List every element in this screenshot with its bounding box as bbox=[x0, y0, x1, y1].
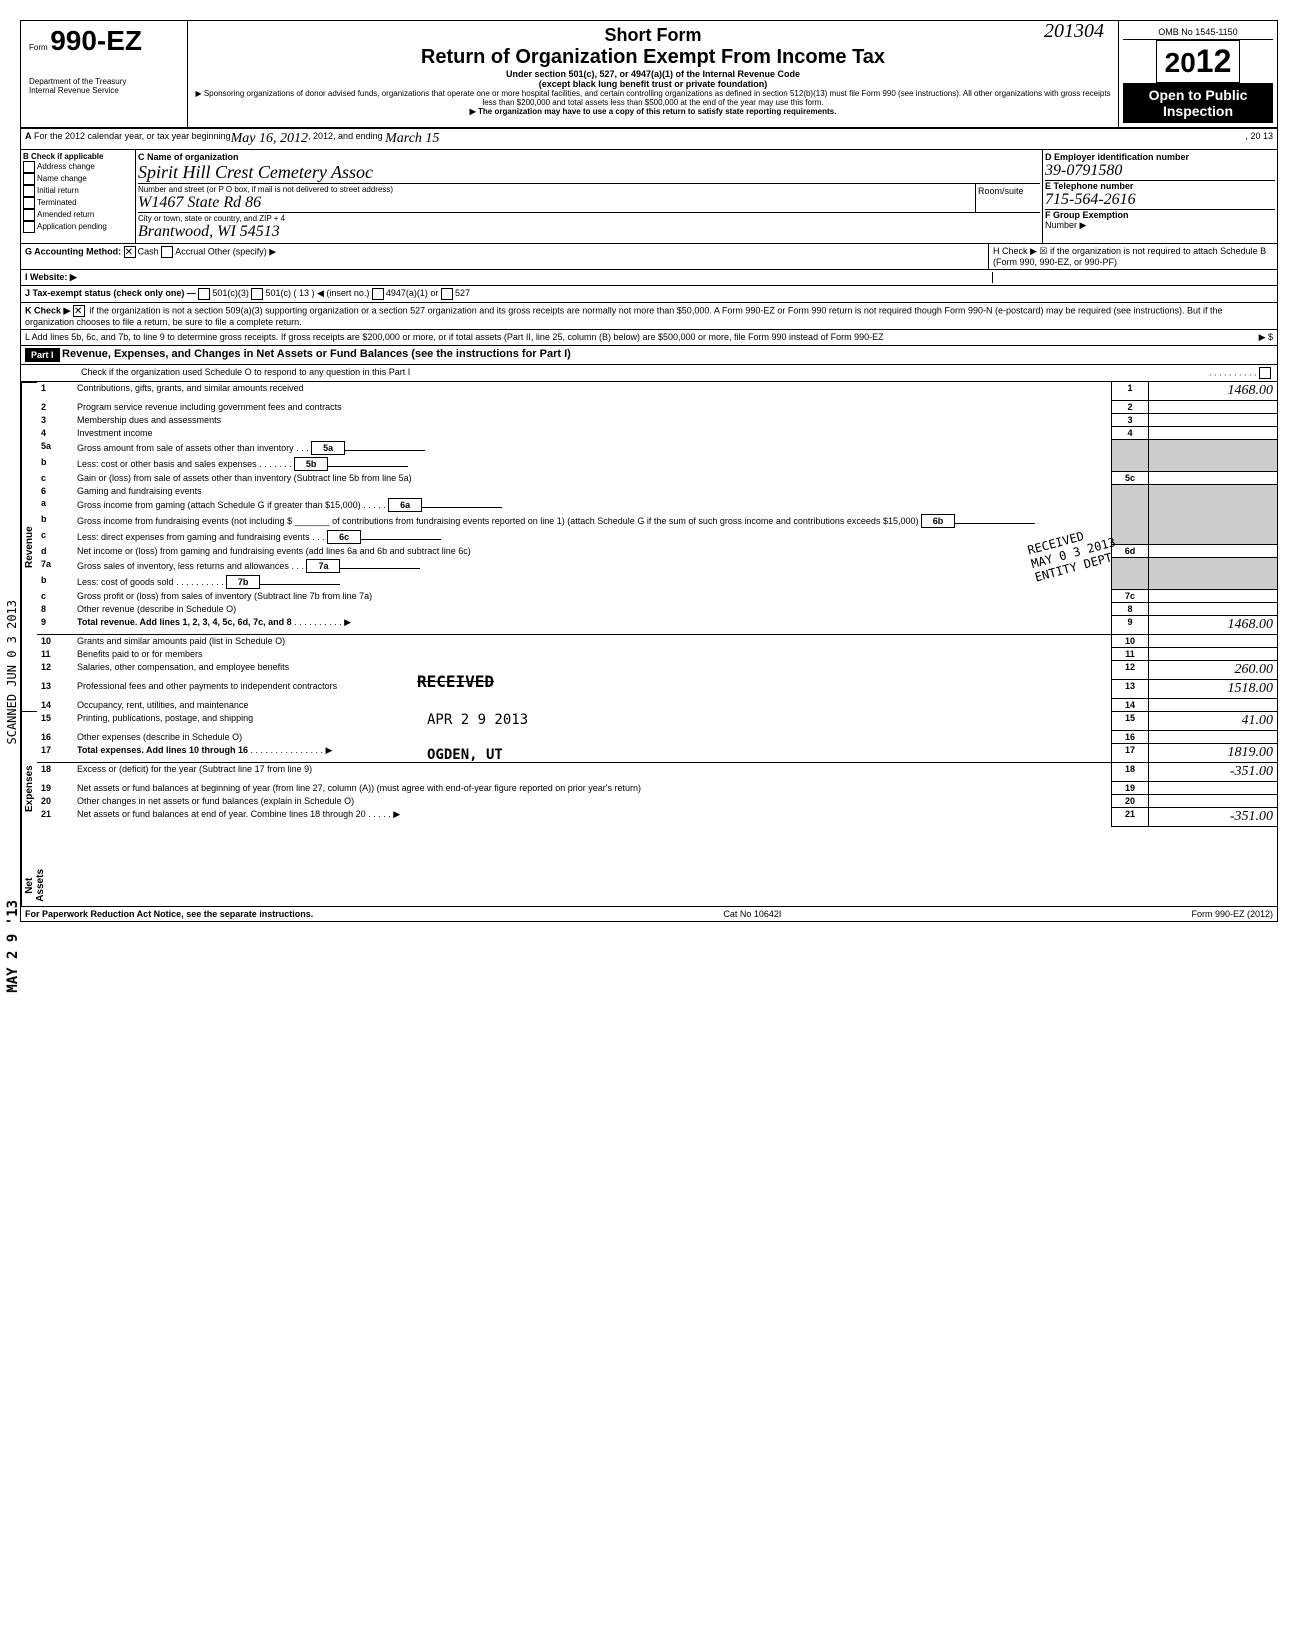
amt-17[interactable]: 1819.00 bbox=[1149, 744, 1278, 763]
cb-527[interactable] bbox=[441, 288, 453, 300]
copy-text: ▶ The organization may have to use a cop… bbox=[192, 107, 1114, 116]
cb-501c[interactable] bbox=[251, 288, 263, 300]
part1-title: Revenue, Expenses, and Changes in Net As… bbox=[62, 348, 571, 362]
expenses-vlabel: Expenses bbox=[21, 711, 37, 865]
cb-4947[interactable] bbox=[372, 288, 384, 300]
omb-box: OMB No 1545-1150 2012 Open to Public Ins… bbox=[1119, 21, 1277, 127]
section-b: B Check if applicable Address change Nam… bbox=[21, 150, 136, 243]
cb-amended[interactable] bbox=[23, 209, 35, 221]
org-city[interactable]: Brantwood, WI 54513 bbox=[138, 223, 280, 240]
amt-18[interactable]: -351.00 bbox=[1149, 763, 1278, 782]
line-i: I Website: ▶ bbox=[21, 270, 1277, 286]
cb-terminated[interactable] bbox=[23, 197, 35, 209]
open-to-public: Open to Public Inspection bbox=[1123, 83, 1273, 123]
form-number-box: Form 990-EZ Department of the Treasury I… bbox=[21, 21, 188, 127]
line-a: A For the 2012 calendar year, or tax yea… bbox=[21, 129, 1277, 150]
cat-no: Cat No 10642I bbox=[723, 909, 781, 919]
amt-8[interactable] bbox=[1149, 603, 1278, 616]
cb-k[interactable] bbox=[73, 305, 85, 317]
amt-15[interactable]: 41.00 bbox=[1149, 712, 1278, 731]
room-suite: Room/suite bbox=[975, 184, 1040, 212]
stamp-ogden: OGDEN, UT bbox=[427, 747, 503, 763]
amt-5b[interactable] bbox=[328, 466, 408, 467]
footer: For Paperwork Reduction Act Notice, see … bbox=[21, 906, 1277, 921]
lines-table: 1Contributions, gifts, grants, and simil… bbox=[37, 382, 1277, 827]
amt-3[interactable] bbox=[1149, 414, 1278, 427]
end-date[interactable]: March 15 bbox=[385, 131, 439, 147]
irs-label: Internal Revenue Service bbox=[29, 86, 179, 95]
cb-initial-return[interactable] bbox=[23, 185, 35, 197]
amt-20[interactable] bbox=[1149, 795, 1278, 808]
amt-7b[interactable] bbox=[260, 584, 340, 585]
cb-cash[interactable] bbox=[124, 246, 136, 258]
amt-6a[interactable] bbox=[422, 507, 502, 508]
amt-10[interactable] bbox=[1149, 635, 1278, 648]
cb-accrual[interactable] bbox=[161, 246, 173, 258]
cb-scho[interactable] bbox=[1259, 367, 1271, 379]
amt-6b[interactable] bbox=[955, 523, 1035, 524]
ein[interactable]: 39-0791580 bbox=[1045, 162, 1122, 179]
amt-5a[interactable] bbox=[345, 450, 425, 451]
lines-section: Revenue Expenses Net Assets 1Contributio… bbox=[21, 382, 1277, 906]
part1-check: Check if the organization used Schedule … bbox=[21, 365, 1277, 382]
form-ref: Form 990-EZ (2012) bbox=[1191, 909, 1273, 919]
stamp-received: RECEIVED bbox=[417, 672, 494, 691]
amt-12[interactable]: 260.00 bbox=[1149, 661, 1278, 680]
amt-1[interactable]: 1468.00 bbox=[1149, 382, 1278, 401]
stamp-may29: MAY 2 9 '13 bbox=[5, 900, 21, 993]
amt-2[interactable] bbox=[1149, 401, 1278, 414]
org-name[interactable]: Spirit Hill Crest Cemetery Assoc bbox=[138, 162, 373, 182]
amt-16[interactable] bbox=[1149, 731, 1278, 744]
subtitle1: Under section 501(c), 527, or 4947(a)(1)… bbox=[192, 69, 1114, 79]
year-handwritten: 201304 bbox=[1044, 20, 1104, 43]
part1-header: Part I Revenue, Expenses, and Changes in… bbox=[21, 346, 1277, 365]
section-d: D Employer identification number 39-0791… bbox=[1043, 150, 1277, 243]
tax-year: 2012 bbox=[1156, 40, 1241, 83]
amt-5c[interactable] bbox=[1149, 472, 1278, 485]
revenue-vlabel: Revenue bbox=[21, 382, 37, 711]
amt-6c[interactable] bbox=[361, 539, 441, 540]
line-g-h: G Accounting Method: Cash Accrual Other … bbox=[21, 244, 1277, 270]
dept-label: Department of the Treasury bbox=[29, 77, 179, 86]
amt-9[interactable]: 1468.00 bbox=[1149, 616, 1278, 635]
amt-6d[interactable] bbox=[1149, 545, 1278, 558]
org-address[interactable]: W1467 State Rd 86 bbox=[138, 194, 261, 211]
line-k: K Check ▶ if the organization is not a s… bbox=[21, 303, 1277, 330]
subtitle2: (except black lung benefit trust or priv… bbox=[192, 79, 1114, 89]
cb-application[interactable] bbox=[23, 221, 35, 233]
short-form-label: Short Form bbox=[605, 25, 702, 45]
part1-label: Part I bbox=[25, 348, 60, 362]
paperwork-notice: For Paperwork Reduction Act Notice, see … bbox=[25, 909, 313, 919]
begin-date[interactable]: May 16, 2012 bbox=[231, 131, 308, 147]
sponsor-text: ▶ Sponsoring organizations of donor advi… bbox=[192, 89, 1114, 107]
omb-number: OMB No 1545-1150 bbox=[1123, 25, 1273, 40]
return-title: Return of Organization Exempt From Incom… bbox=[192, 46, 1114, 69]
cb-name-change[interactable] bbox=[23, 173, 35, 185]
cb-address-change[interactable] bbox=[23, 161, 35, 173]
amt-13[interactable]: 1518.00 bbox=[1149, 680, 1278, 699]
stamp-date: APR 2 9 2013 bbox=[427, 712, 528, 728]
netassets-vlabel: Net Assets bbox=[21, 865, 37, 906]
title-box: Short Form 201304 Return of Organization… bbox=[188, 21, 1119, 127]
line-l: L Add lines 5b, 6c, and 7b, to line 9 to… bbox=[21, 330, 1277, 346]
cb-501c3[interactable] bbox=[198, 288, 210, 300]
form-number: 990-EZ bbox=[50, 25, 142, 56]
amt-21[interactable]: -351.00 bbox=[1149, 808, 1278, 827]
amt-7a[interactable] bbox=[340, 568, 420, 569]
header-row: Form 990-EZ Department of the Treasury I… bbox=[21, 21, 1277, 129]
form-990-ez: Form 990-EZ Department of the Treasury I… bbox=[20, 20, 1278, 922]
amt-7c[interactable] bbox=[1149, 590, 1278, 603]
org-info-row: B Check if applicable Address change Nam… bbox=[21, 150, 1277, 244]
telephone[interactable]: 715-564-2616 bbox=[1045, 191, 1136, 208]
line-h: H Check ▶ ☒ if the organization is not r… bbox=[989, 244, 1277, 269]
amt-11[interactable] bbox=[1149, 648, 1278, 661]
section-c: C Name of organization Spirit Hill Crest… bbox=[136, 150, 1043, 243]
amt-4[interactable] bbox=[1149, 427, 1278, 440]
stamp-scanned: SCANNED JUN 0 3 2013 bbox=[5, 600, 19, 745]
amt-14[interactable] bbox=[1149, 699, 1278, 712]
form-prefix: Form bbox=[29, 43, 48, 52]
amt-19[interactable] bbox=[1149, 782, 1278, 795]
line-j: J Tax-exempt status (check only one) — 5… bbox=[21, 286, 1277, 303]
